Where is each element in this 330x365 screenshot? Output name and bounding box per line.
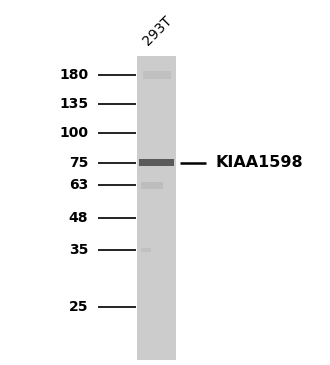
Bar: [141, 182, 163, 189]
Text: 35: 35: [69, 243, 88, 257]
Text: 180: 180: [59, 68, 88, 81]
Text: 293T: 293T: [140, 14, 175, 49]
Text: 135: 135: [59, 96, 88, 111]
Text: KIAA1598: KIAA1598: [216, 155, 303, 170]
Text: 48: 48: [69, 211, 88, 225]
Bar: [143, 71, 171, 79]
Bar: [137, 56, 177, 360]
Bar: [141, 248, 151, 253]
Text: 63: 63: [69, 178, 88, 192]
Text: 100: 100: [59, 126, 88, 139]
Text: 75: 75: [69, 155, 88, 170]
Text: 25: 25: [69, 300, 88, 315]
Bar: [139, 159, 175, 166]
